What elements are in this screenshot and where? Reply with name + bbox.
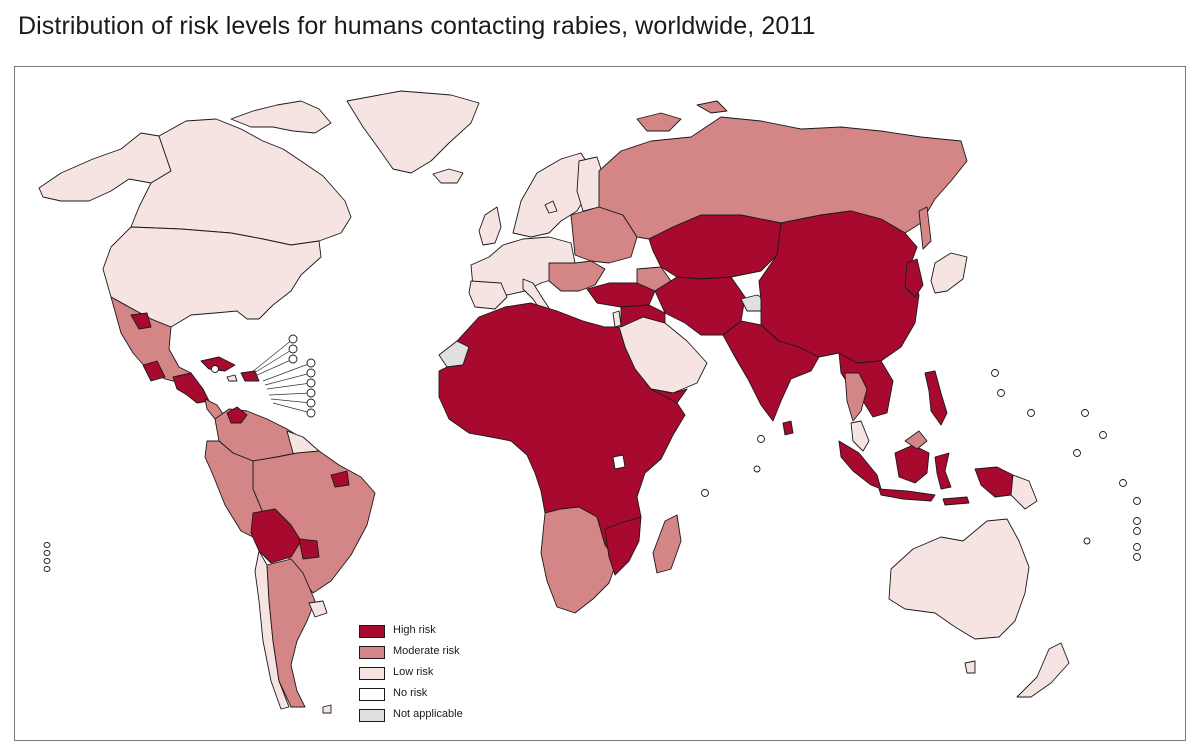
- region-paraguay-high: [298, 538, 320, 560]
- map-frame: High risk Moderate risk Low risk No risk…: [14, 66, 1186, 741]
- region-philippines: [924, 370, 948, 426]
- pacific-islands-left: [43, 542, 51, 572]
- caribbean-callouts: [211, 334, 316, 418]
- legend-label-moderate: Moderate risk: [393, 645, 460, 657]
- legend-swatch-low: [359, 667, 385, 680]
- region-cuba: [200, 356, 236, 372]
- region-sulawesi: [934, 452, 952, 490]
- legend-label-none: No risk: [393, 687, 428, 699]
- region-uk-ireland: [478, 206, 502, 246]
- legend-swatch-none: [359, 688, 385, 701]
- region-japan: [930, 252, 968, 294]
- region-balkans: [548, 260, 606, 292]
- region-baltic-islands: [544, 200, 558, 214]
- region-australia: [888, 518, 1030, 640]
- region-canada-islands: [230, 100, 332, 134]
- region-canada: [130, 118, 352, 246]
- region-sumatra: [838, 440, 882, 490]
- region-lake-victoria: [612, 454, 626, 470]
- region-new-guinea-east: [1010, 474, 1038, 510]
- legend-swatch-moderate: [359, 646, 385, 659]
- pacific-islands-right: [753, 369, 1141, 561]
- region-comoros: [701, 489, 709, 497]
- region-southern-africa: [540, 506, 618, 614]
- region-java: [878, 488, 936, 502]
- world-map: [38, 90, 1141, 714]
- region-israel: [612, 310, 622, 328]
- region-borneo-north: [904, 430, 928, 450]
- region-iceland: [432, 168, 464, 184]
- region-new-guinea-west: [974, 466, 1014, 498]
- region-mozambique: [604, 516, 642, 576]
- region-brazil-high-north: [330, 470, 350, 488]
- legend-swatch-high: [359, 625, 385, 638]
- region-sri-lanka: [782, 420, 794, 436]
- region-levant-iraq: [620, 304, 666, 328]
- map-title: Distribution of risk levels for humans c…: [18, 12, 816, 40]
- region-novaya-zemlya: [696, 100, 728, 114]
- region-greenland: [346, 90, 480, 174]
- legend-swatch-na: [359, 709, 385, 722]
- region-uruguay: [308, 600, 328, 618]
- legend-label-high: High risk: [393, 624, 436, 636]
- region-falklands: [322, 704, 332, 714]
- region-jamaica: [226, 374, 238, 382]
- region-venezuela-high: [226, 406, 248, 424]
- region-sakhalin: [918, 206, 932, 250]
- region-new-zealand: [1016, 642, 1070, 698]
- legend-label-low: Low risk: [393, 666, 434, 678]
- region-timor: [942, 496, 970, 506]
- region-russia: [598, 116, 968, 240]
- region-borneo: [894, 444, 930, 484]
- region-mexico-high-south: [142, 360, 166, 382]
- region-malaysia: [850, 420, 870, 452]
- region-argentina: [266, 558, 316, 708]
- region-madagascar: [652, 514, 682, 574]
- region-hispaniola: [240, 370, 260, 382]
- region-korea-japan: [904, 258, 924, 298]
- region-russia-islands: [636, 112, 682, 132]
- region-bolivia: [250, 508, 302, 564]
- legend-label-na: Not applicable: [393, 708, 463, 720]
- region-central-asia: [648, 214, 782, 280]
- region-central-america: [172, 372, 210, 404]
- region-turkey: [586, 282, 656, 308]
- region-mexico-high-north: [130, 312, 152, 330]
- region-thailand: [844, 372, 868, 422]
- region-iberia: [468, 280, 508, 310]
- region-tasmania: [964, 660, 976, 674]
- region-china: [758, 210, 920, 364]
